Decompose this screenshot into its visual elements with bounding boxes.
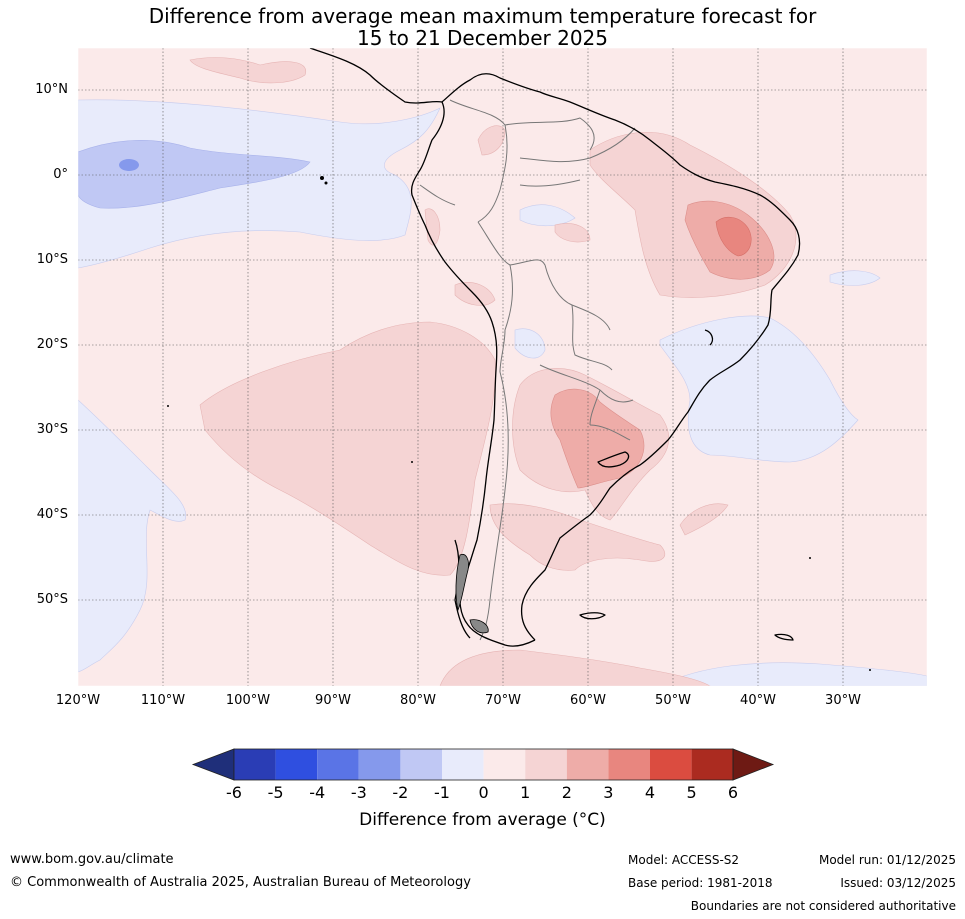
colorbar-tick: -6 xyxy=(226,783,242,802)
copyright-notice: © Commonwealth of Australia 2025, Austra… xyxy=(10,875,471,890)
bom-website-link[interactable]: www.bom.gov.au/climate xyxy=(10,852,174,867)
colorbar-tick: -1 xyxy=(434,783,450,802)
lon-label-70w: 70°W xyxy=(485,693,521,708)
colorbar-tick: 0 xyxy=(478,783,489,802)
warm-anomaly-core-northeast-brazil xyxy=(715,216,752,257)
lat-label-50s: 50°S xyxy=(36,592,68,607)
cool-anomaly-tropical-pacific xyxy=(78,99,441,269)
colorbar-tick: 5 xyxy=(686,783,697,802)
colorbar-segment xyxy=(400,749,442,780)
islands xyxy=(167,176,871,671)
issued-date: Issued: 03/12/2025 xyxy=(840,876,956,890)
lon-label-30w: 30°W xyxy=(825,693,861,708)
colorbar-label: Difference from average (°C) xyxy=(359,810,606,830)
colorbar-tick: -4 xyxy=(309,783,326,802)
colorbar-segment xyxy=(650,749,692,780)
colorbar-segment xyxy=(691,749,733,780)
lat-label-10s: 10°S xyxy=(36,252,68,267)
chilean-archipelago xyxy=(455,553,489,634)
colorbar-tick: -3 xyxy=(350,783,367,802)
lon-label-50w: 50°W xyxy=(655,693,691,708)
cool-anomaly-far-south xyxy=(659,662,927,686)
warm-anomaly-bolivia xyxy=(554,223,591,243)
warm-anomaly-far-south xyxy=(439,649,711,686)
warm-anomaly-peru xyxy=(454,281,496,306)
colorbar-tick: -2 xyxy=(392,783,409,802)
warm-anomaly-south-atlantic xyxy=(679,503,729,536)
boundaries-disclaimer: Boundaries are not considered authoritat… xyxy=(690,899,956,913)
cool-anomaly-amazon xyxy=(519,204,576,227)
map-canvas xyxy=(78,48,927,686)
colorbar-segment xyxy=(275,749,318,780)
lon-label-80w: 80°W xyxy=(400,693,436,708)
colorbar-segment xyxy=(234,749,276,780)
colorbar-tick: 1 xyxy=(520,783,531,802)
colorbar-segment xyxy=(525,749,567,780)
colorbar-tick: 3 xyxy=(603,783,614,802)
colorbar-extend-low xyxy=(191,748,235,781)
colorbar-segment xyxy=(566,749,609,780)
lon-label-60w: 60°W xyxy=(570,693,606,708)
cool-anomaly-southeast-pacific xyxy=(78,399,187,673)
warm-anomaly-southeast-pacific xyxy=(199,321,496,576)
cool-anomaly-andes xyxy=(514,328,546,359)
base-period: Base period: 1981-2018 xyxy=(628,876,773,890)
colorbar-segment xyxy=(442,749,484,780)
lon-label-110w: 110°W xyxy=(140,693,186,708)
colorbar-segment xyxy=(358,749,401,780)
lon-label-90w: 90°W xyxy=(315,693,351,708)
lon-label-100w: 100°W xyxy=(225,693,271,708)
cool-anomaly-core xyxy=(119,159,139,171)
map-title-line-1: Difference from average mean maximum tem… xyxy=(148,4,817,28)
colorbar-segment xyxy=(483,749,526,780)
model-run-date: Model run: 01/12/2025 xyxy=(818,853,956,867)
map-frame xyxy=(77,47,928,687)
cool-anomaly-equatorial-atlantic xyxy=(829,270,881,286)
colorbar-tick: -5 xyxy=(267,783,284,802)
graticule xyxy=(78,48,927,686)
lon-label-40w: 40°W xyxy=(740,693,776,708)
lat-label-equator: 0° xyxy=(53,167,68,182)
warm-anomaly-pacific-coast xyxy=(424,208,441,246)
lat-label-30s: 30°S xyxy=(36,422,68,437)
lat-label-40s: 40°S xyxy=(36,507,68,522)
colorbar-extend-high xyxy=(732,748,775,781)
colorbar-tick: 6 xyxy=(727,783,739,802)
national-boundaries xyxy=(419,99,636,641)
colorbar-outline xyxy=(233,748,734,781)
colorbar-tick: 4 xyxy=(644,783,656,802)
colorbar-tick: 2 xyxy=(561,783,572,802)
colorbar-segment xyxy=(608,749,650,780)
map-title-line-2: 15 to 21 December 2025 xyxy=(356,26,608,50)
lat-label-20s: 20°S xyxy=(36,337,68,352)
model-name: Model: ACCESS-S2 xyxy=(628,853,740,867)
lon-label-120w: 120°W xyxy=(55,693,101,708)
warm-anomaly-colombia xyxy=(477,125,506,156)
warm-anomaly-patagonia xyxy=(489,503,665,571)
cool-anomaly-strong-pacific xyxy=(78,140,311,209)
colorbar-segment xyxy=(317,749,359,780)
lat-label-10n: 10°N xyxy=(35,82,68,97)
